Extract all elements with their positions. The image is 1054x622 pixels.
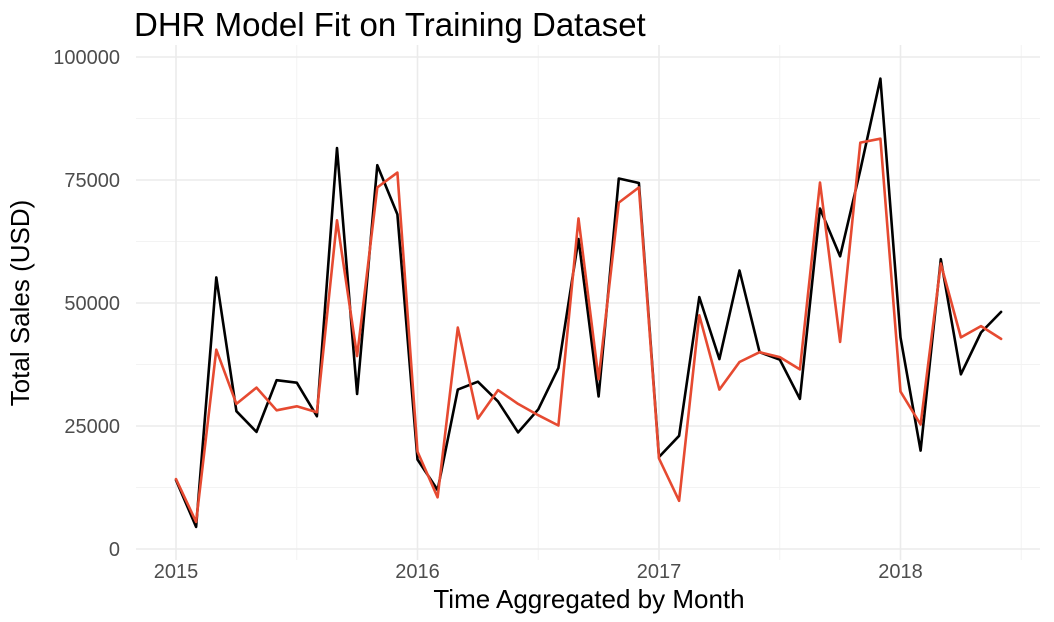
x-tick-label: 2018 bbox=[878, 561, 923, 583]
series-layer bbox=[174, 77, 1003, 529]
x-axis-ticks: 2015 2016 2017 2018 bbox=[154, 561, 923, 583]
y-tick-label: 25000 bbox=[64, 416, 120, 438]
series-line-fitted bbox=[174, 137, 1003, 524]
x-tick-label: 2015 bbox=[154, 561, 199, 583]
y-tick-label: 100000 bbox=[53, 47, 120, 69]
y-tick-label: 0 bbox=[109, 539, 120, 561]
y-axis-ticks: 0 25000 50000 75000 100000 bbox=[53, 47, 120, 561]
y-axis-title: Total Sales (USD) bbox=[5, 200, 35, 407]
y-tick-label: 50000 bbox=[64, 293, 120, 315]
y-tick-label: 75000 bbox=[64, 170, 120, 192]
x-axis-title: Time Aggregated by Month bbox=[433, 584, 744, 614]
x-tick-label: 2017 bbox=[637, 561, 682, 583]
x-tick-label: 2016 bbox=[395, 561, 440, 583]
chart-title: DHR Model Fit on Training Dataset bbox=[134, 6, 646, 43]
grid bbox=[136, 45, 1040, 560]
